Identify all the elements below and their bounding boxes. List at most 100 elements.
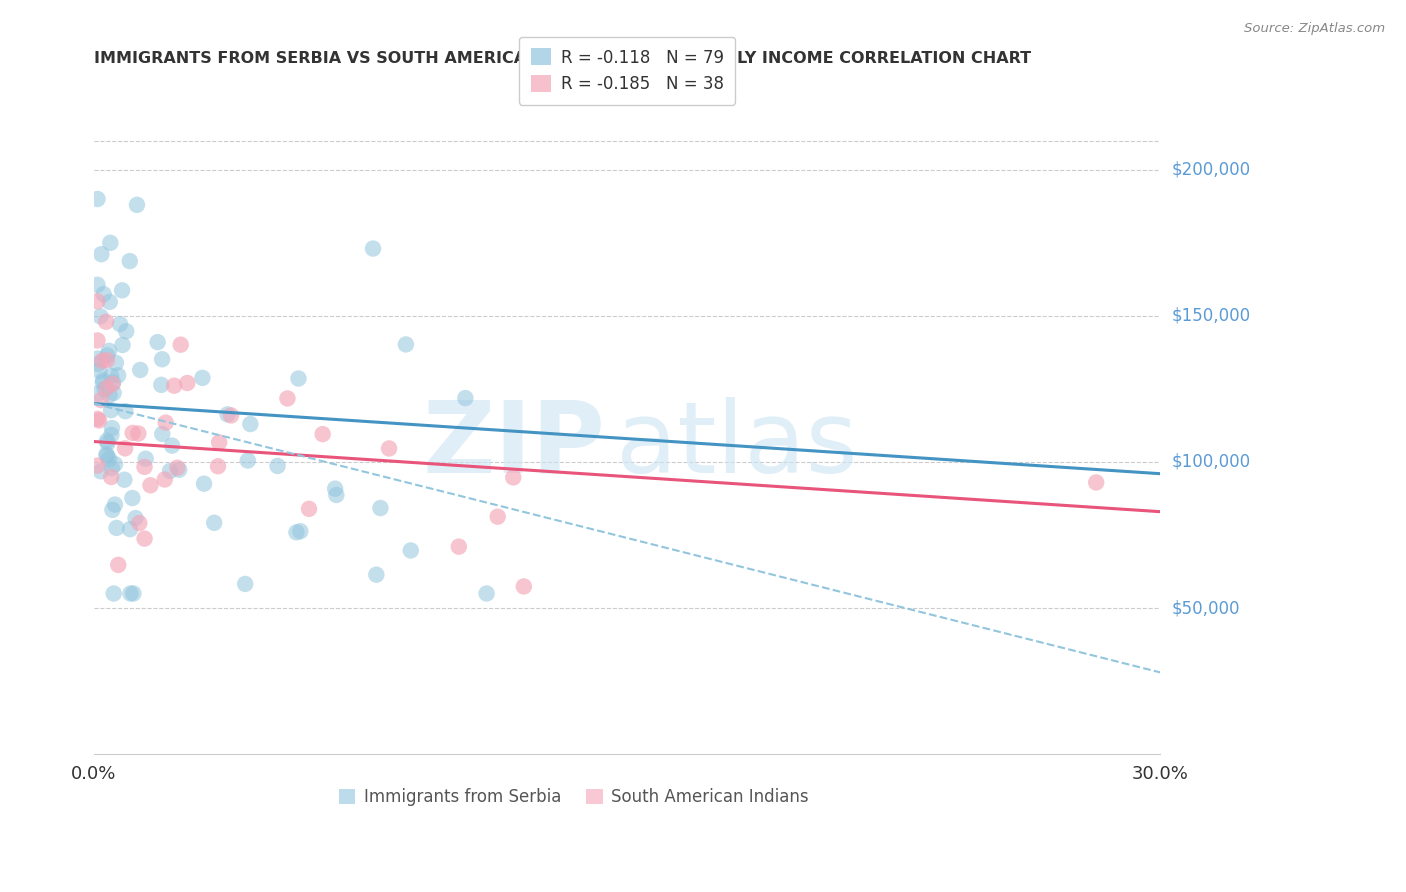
Point [105,521,128,535]
Point [98,235,121,250]
Point [98,343,121,358]
Point [170,337,193,351]
Point [107,368,129,383]
Point [155,416,177,430]
Point [191,371,214,385]
Text: $200,000: $200,000 [1171,161,1250,178]
Point [98,452,121,467]
Point [361,242,384,256]
Text: Source: ZipAtlas.com: Source: ZipAtlas.com [1244,22,1385,36]
Point [96,353,118,368]
Point [111,338,134,352]
Point [125,198,148,212]
Point [121,425,143,440]
Point [86,412,108,426]
Point [90,464,112,478]
Point [150,352,173,367]
Point [160,439,183,453]
Point [98,294,121,309]
Point [104,457,127,471]
Point [325,488,347,502]
Point [150,427,173,442]
Point [101,376,124,391]
Point [370,501,392,516]
Point [103,586,125,600]
Legend: Immigrants from Serbia, South American Indians: Immigrants from Serbia, South American I… [332,781,815,814]
Point [134,532,156,546]
Point [103,386,125,401]
Point [233,577,256,591]
Point [86,386,108,401]
Point [399,543,422,558]
Text: ZIP: ZIP [423,397,606,493]
Point [87,413,110,427]
Point [97,436,120,450]
Point [112,473,135,487]
Point [96,447,118,461]
Point [101,461,124,475]
Point [121,491,143,505]
Point [502,470,524,484]
Point [101,421,124,435]
Point [150,377,173,392]
Point [285,525,308,540]
Point [93,287,115,301]
Point [100,403,122,417]
Point [167,463,190,477]
Point [90,247,112,261]
Point [118,254,141,268]
Point [86,351,108,366]
Point [378,442,401,456]
Point [90,392,112,407]
Point [91,376,114,390]
Point [193,476,215,491]
Point [96,449,118,463]
Point [128,516,150,530]
Point [89,364,111,378]
Point [96,434,118,448]
Point [153,473,176,487]
Point [98,388,121,402]
Point [139,478,162,492]
Text: $150,000: $150,000 [1171,307,1250,325]
Point [120,586,142,600]
Point [86,458,108,473]
Point [96,381,118,395]
Point [100,427,122,442]
Point [100,368,122,383]
Point [447,540,470,554]
Point [89,310,111,324]
Point [236,453,259,467]
Point [86,294,108,309]
Point [513,579,536,593]
Text: atlas: atlas [616,397,858,493]
Point [475,586,498,600]
Text: $50,000: $50,000 [1171,599,1240,617]
Point [93,382,115,396]
Point [208,435,231,450]
Point [454,391,477,405]
Point [91,373,114,387]
Point [366,567,388,582]
Point [134,459,156,474]
Point [287,371,309,385]
Point [87,357,110,371]
Point [104,356,127,370]
Point [266,458,288,473]
Point [290,524,312,539]
Point [114,404,136,418]
Point [86,334,108,348]
Point [127,426,149,441]
Point [166,460,188,475]
Point [115,324,138,338]
Point [91,354,114,368]
Point [298,501,321,516]
Point [176,376,198,390]
Point [311,427,333,442]
Point [86,277,108,292]
Point [104,498,127,512]
Point [146,335,169,350]
Point [159,464,181,478]
Point [239,417,262,431]
Point [101,376,124,390]
